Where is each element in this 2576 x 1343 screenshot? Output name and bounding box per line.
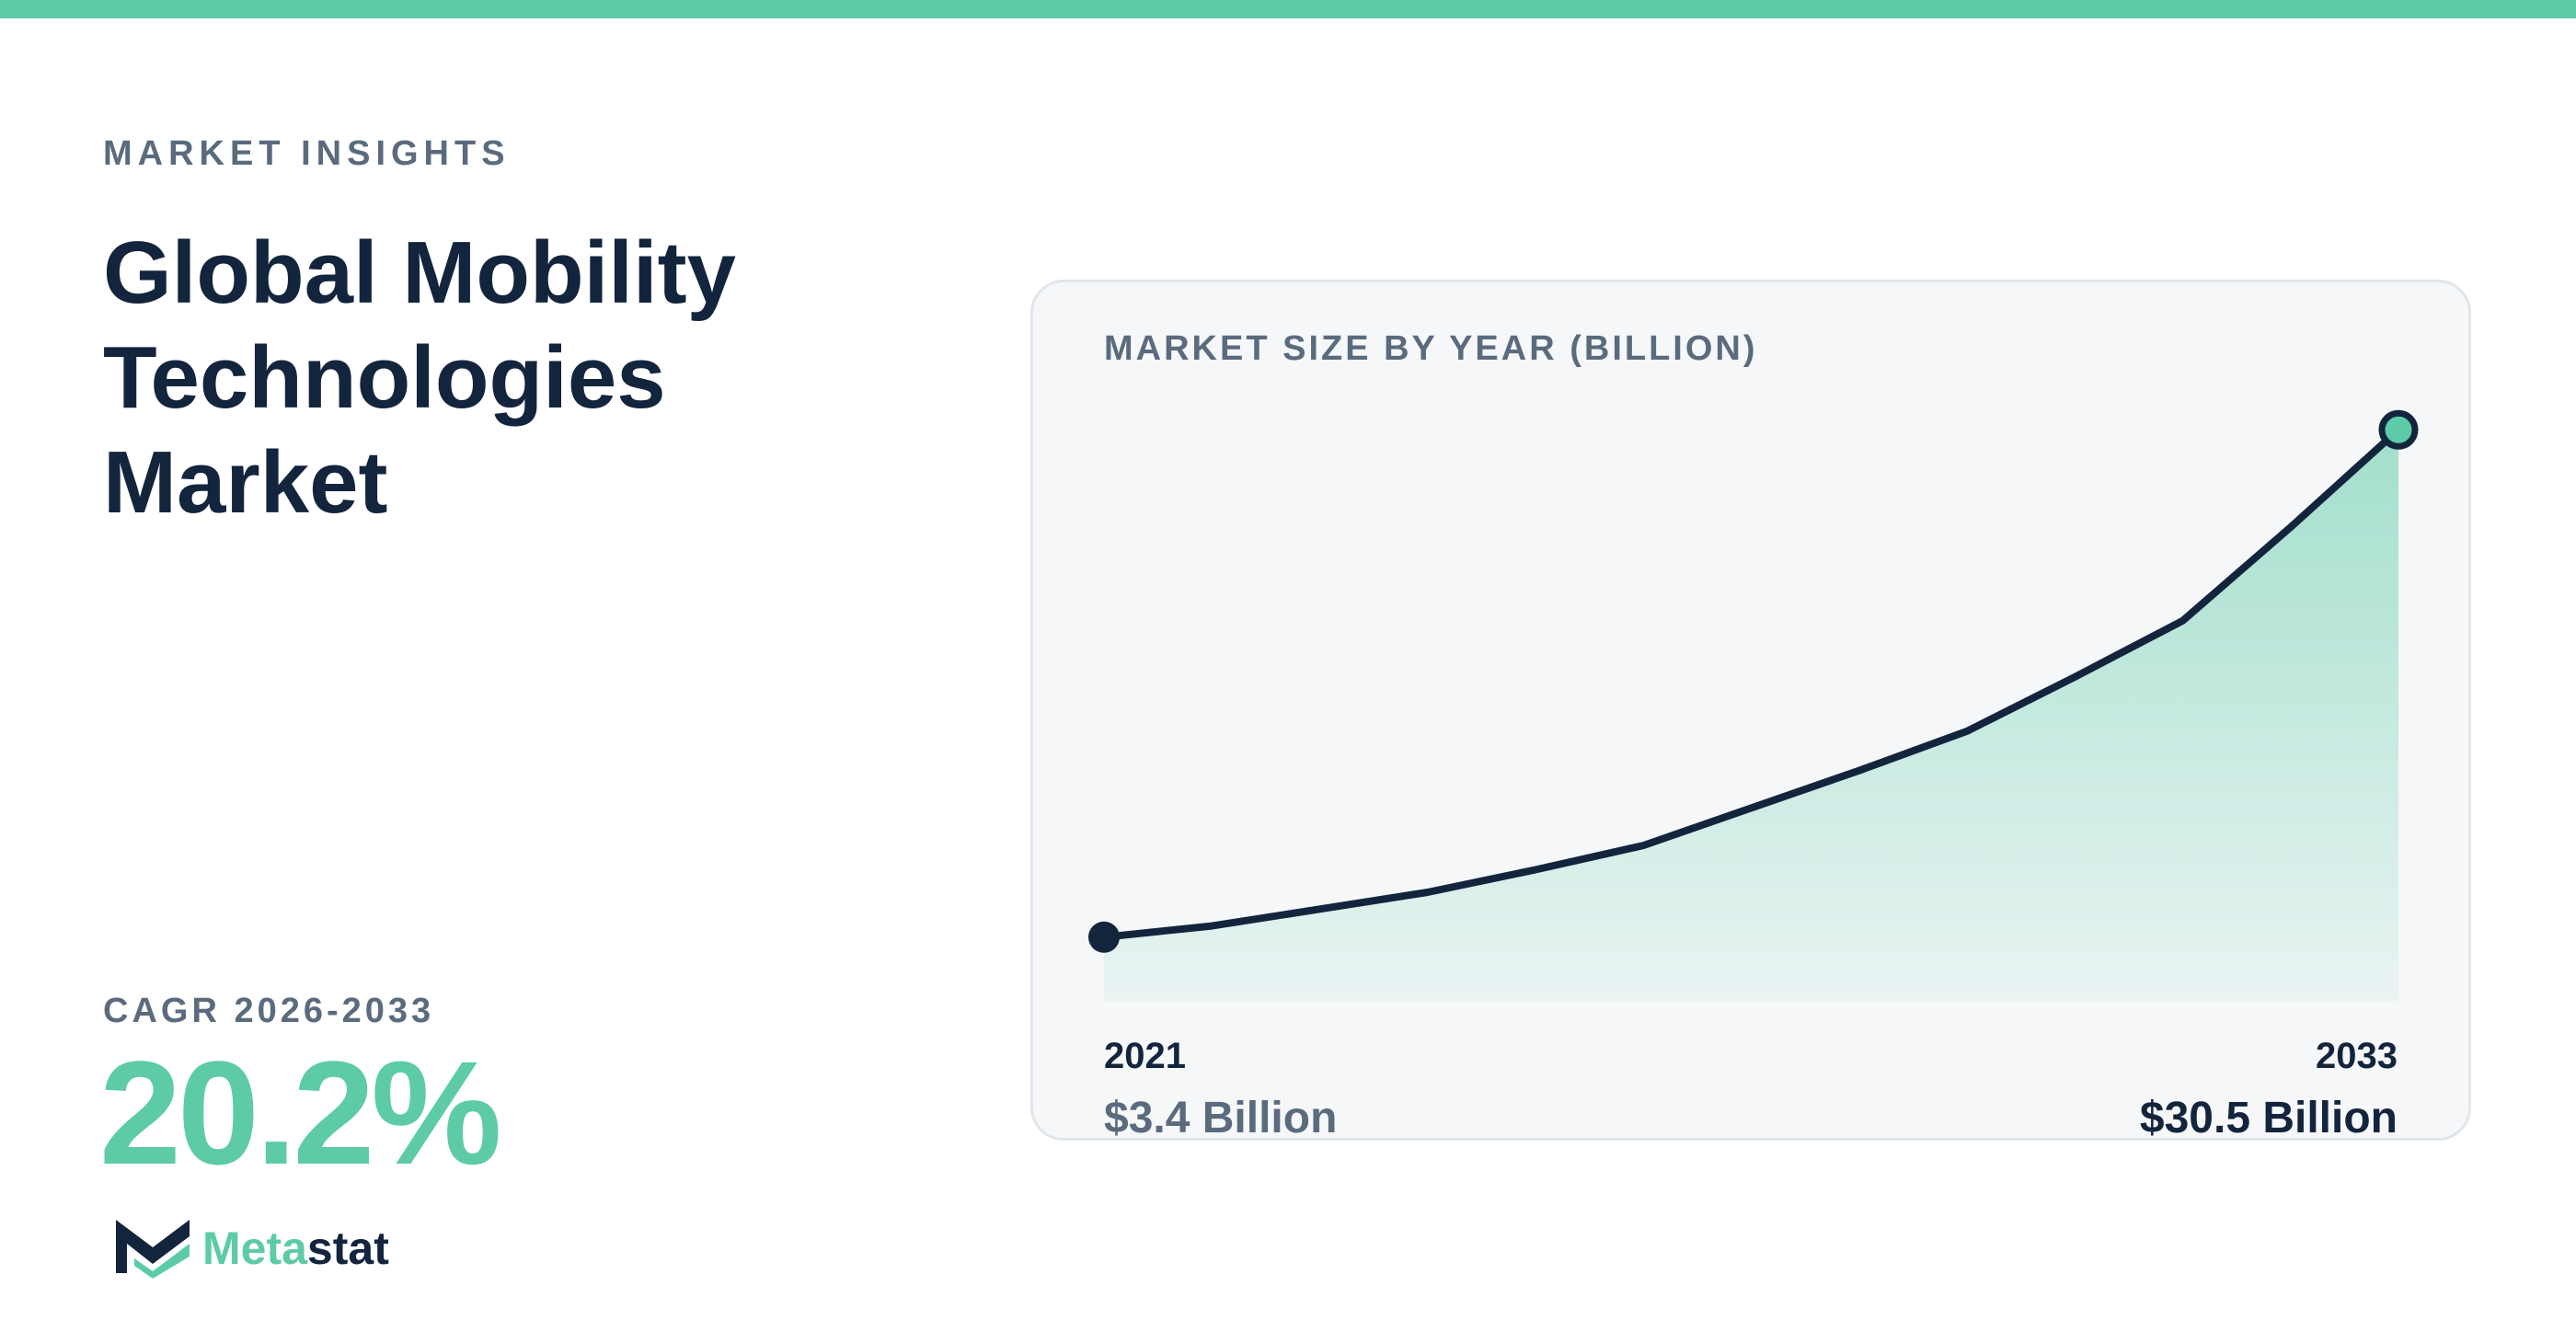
end-value-label: $30.5 Billion [2139, 1094, 2398, 1142]
chart-point-2021 [1088, 921, 1120, 953]
chart-title: MARKET SIZE BY YEAR (BILLION) [1104, 329, 1758, 368]
eyebrow-label: MARKET INSIGHTS [103, 134, 511, 173]
cagr-label: CAGR 2026-2033 [103, 992, 435, 1030]
chart-area-fill [1104, 430, 2398, 1001]
cagr-value: 20.2% [99, 1030, 502, 1195]
end-year-label: 2033 [2316, 1036, 2398, 1076]
start-year-label: 2021 [1104, 1036, 1186, 1076]
top-accent-bar [0, 0, 2576, 18]
svg-text:Metastat: Metastat [202, 1222, 389, 1274]
chart-point-2033 [2378, 409, 2419, 450]
brand-name-part2: stat [307, 1222, 389, 1274]
metastat-m-logo-icon [116, 1220, 190, 1279]
page-title: Global Mobility Technologies Market [103, 224, 736, 532]
brand-logo: Metastat [116, 1220, 389, 1279]
chart-series-line [1100, 426, 2402, 941]
brand-name-part1: Meta [202, 1222, 308, 1274]
start-value-label: $3.4 Billion [1104, 1094, 1338, 1142]
